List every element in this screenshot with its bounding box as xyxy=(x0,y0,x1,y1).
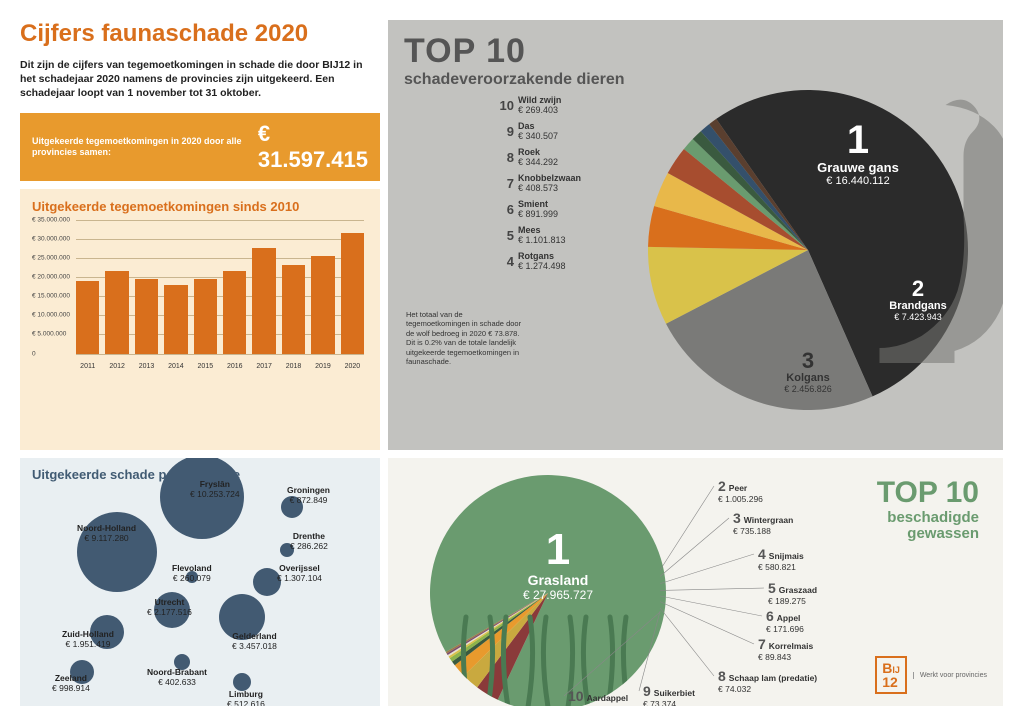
crop-item: 8Schaap lam (predatie)€ 74.032 xyxy=(718,668,817,694)
province-label: Noord-Brabant€ 402.633 xyxy=(147,668,207,687)
leader-line xyxy=(660,602,754,644)
leader-line xyxy=(660,596,762,616)
crop-item: 6Appel€ 171.696 xyxy=(766,608,804,634)
crop-item: 5Graszaad€ 189.275 xyxy=(768,580,817,606)
barchart-ytick: € 15.000.000 xyxy=(32,293,70,300)
barchart-panel: Uitgekeerde tegemoetkomingen sinds 2010 … xyxy=(20,189,380,450)
barchart-xlabel: 2020 xyxy=(341,363,364,370)
province-label: Noord-Holland€ 9.117.280 xyxy=(77,524,136,543)
barchart: 2011 2012 2013 2014 2015 2016 2017 2018 2019 2020… xyxy=(32,220,368,370)
intro-text: Dit zijn de cijfers van tegemoetkomingen… xyxy=(20,58,380,101)
wolf-note: Het totaal van de tegemoetkomingen in sc… xyxy=(406,310,526,366)
leader-line xyxy=(660,486,714,570)
province-label: Utrecht€ 2.177.516 xyxy=(147,598,192,617)
bar xyxy=(223,271,246,353)
barchart-ytick: € 5.000.000 xyxy=(32,331,66,338)
bar xyxy=(282,265,305,353)
leader-line xyxy=(660,554,754,584)
barchart-xlabel: 2015 xyxy=(194,363,217,370)
animals-side-item: 9Das€ 340.507 xyxy=(498,121,581,141)
crop-item: 2Peer€ 1.005.296 xyxy=(718,478,763,504)
left-top-panel: Cijfers faunaschade 2020 Dit zijn de cij… xyxy=(20,20,380,450)
crop-item: 4Snijmais€ 580.821 xyxy=(758,546,804,572)
crop-item: 7Korrelmais€ 89.843 xyxy=(758,636,813,662)
bar xyxy=(341,233,364,354)
total-payout-bar: Uitgekeerde tegemoetkomingen in 2020 doo… xyxy=(20,113,380,181)
province-label: Limburg€ 512.616 xyxy=(227,690,265,706)
barchart-ytick: € 30.000.000 xyxy=(32,235,70,242)
province-label: Groningen€ 872.849 xyxy=(287,486,330,505)
total-label: Uitgekeerde tegemoetkomingen in 2020 doo… xyxy=(32,136,258,158)
barchart-xlabel: 2011 xyxy=(76,363,99,370)
crops-heading-sub1: beschadigde xyxy=(877,510,979,526)
barchart-ytick: € 35.000.000 xyxy=(32,216,70,223)
barchart-ytick: € 10.000.000 xyxy=(32,312,70,319)
barchart-xlabel: 2018 xyxy=(282,363,305,370)
bar xyxy=(164,285,187,354)
bar xyxy=(76,281,99,354)
province-label: Zeeland€ 998.914 xyxy=(52,674,90,693)
barchart-ytick: 0 xyxy=(32,350,36,357)
barchart-xlabel: 2019 xyxy=(311,363,334,370)
crops-rank1-label: 1 Grasland € 27.965.727 xyxy=(478,528,638,602)
animals-rank1-label: 1 Grauwe gans € 16.440.112 xyxy=(768,120,948,187)
province-label: Fryslân€ 10.253.724 xyxy=(190,480,240,499)
animals-side-item: 8Roek€ 344.292 xyxy=(498,147,581,167)
barchart-xlabel: 2017 xyxy=(252,363,275,370)
bar xyxy=(105,271,128,353)
leader-line xyxy=(660,588,764,590)
barchart-xlabel: 2014 xyxy=(164,363,187,370)
crop-item: 3Wintergraan€ 735.188 xyxy=(733,510,793,536)
bij12-logo: BIJ12 xyxy=(875,656,907,694)
animals-rank2-label: 2 Brandgans € 7.423.943 xyxy=(858,278,978,322)
leader-line xyxy=(660,608,714,676)
crop-item: 10Aardappel€ 71.778 xyxy=(568,688,628,706)
animals-panel: TOP 10 schadeveroorzakende dieren 1 Grau… xyxy=(388,20,1003,450)
barchart-xlabel: 2013 xyxy=(135,363,158,370)
province-label: Drenthe€ 286.262 xyxy=(290,532,328,551)
barchart-ytick: € 20.000.000 xyxy=(32,273,70,280)
animals-side-item: 10Wild zwijn€ 269.403 xyxy=(498,95,581,115)
province-bubble-map: Fryslân€ 10.253.724 Groningen€ 872.849 Noo… xyxy=(32,482,368,702)
crops-heading-sub2: gewassen xyxy=(877,526,979,542)
animals-side-item: 4Rotgans€ 1.274.498 xyxy=(498,251,581,271)
logo-block: BIJ12 Werkt voor provincies xyxy=(875,656,987,694)
province-label: Gelderland€ 3.457.018 xyxy=(232,632,277,651)
animals-side-item: 7Knobbelzwaan€ 408.573 xyxy=(498,173,581,193)
bar xyxy=(252,248,275,353)
animals-side-list: 10Wild zwijn€ 269.403 9Das€ 340.507 8Roek€… xyxy=(498,95,581,277)
barchart-ytick: € 25.000.000 xyxy=(32,254,70,261)
barchart-xlabel: 2012 xyxy=(105,363,128,370)
animals-rank3-label: 3 Kolgans € 2.456.826 xyxy=(748,350,868,394)
animals-side-item: 6Smient€ 891.999 xyxy=(498,199,581,219)
crops-heading-big: TOP 10 xyxy=(877,476,979,510)
crops-heading: TOP 10 beschadigde gewassen xyxy=(877,476,979,542)
bar xyxy=(311,256,334,354)
province-label: Overijssel€ 1.307.104 xyxy=(277,564,322,583)
page-title: Cijfers faunaschade 2020 xyxy=(20,20,380,48)
leader-line xyxy=(660,518,729,576)
province-label: Zuid-Holland€ 1.951.419 xyxy=(62,630,114,649)
logo-tagline: Werkt voor provincies xyxy=(913,672,987,679)
bar xyxy=(194,279,217,354)
animals-side-item: 5Mees€ 1.101.813 xyxy=(498,225,581,245)
crop-item: 9Suikerbiet€ 73.374 xyxy=(643,683,695,706)
province-label: Flevoland€ 260.079 xyxy=(172,564,212,583)
barchart-xlabel: 2016 xyxy=(223,363,246,370)
total-amount: € 31.597.415 xyxy=(258,121,368,173)
barchart-title: Uitgekeerde tegemoetkomingen sinds 2010 xyxy=(32,199,368,214)
crops-panel: TOP 10 beschadigde gewassen 1 Grasland €… xyxy=(388,458,1003,706)
map-panel: Uitgekeerde schade per provincie Fryslân… xyxy=(20,458,380,706)
bar xyxy=(135,279,158,354)
